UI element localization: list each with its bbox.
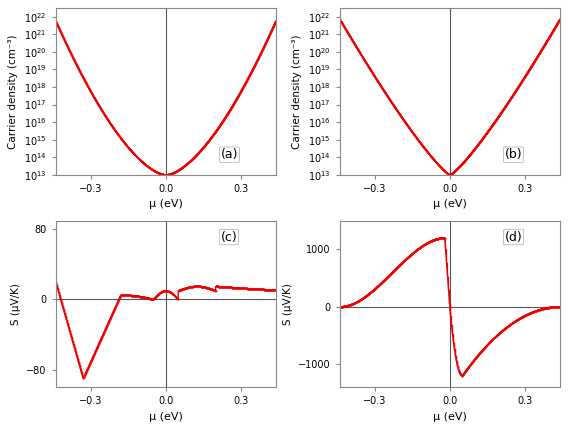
Y-axis label: Carrier density (cm⁻³): Carrier density (cm⁻³) xyxy=(293,34,302,149)
X-axis label: μ (eV): μ (eV) xyxy=(149,200,183,209)
Text: (d): (d) xyxy=(505,230,523,243)
Y-axis label: Carrier density (cm⁻³): Carrier density (cm⁻³) xyxy=(9,34,18,149)
Text: (c): (c) xyxy=(220,230,237,243)
Text: (b): (b) xyxy=(505,148,523,161)
X-axis label: μ (eV): μ (eV) xyxy=(149,412,183,422)
Y-axis label: S (μV/K): S (μV/K) xyxy=(282,283,293,325)
X-axis label: μ (eV): μ (eV) xyxy=(433,412,467,422)
X-axis label: μ (eV): μ (eV) xyxy=(433,200,467,209)
Y-axis label: S (μV/K): S (μV/K) xyxy=(11,283,21,325)
Text: (a): (a) xyxy=(220,148,238,161)
